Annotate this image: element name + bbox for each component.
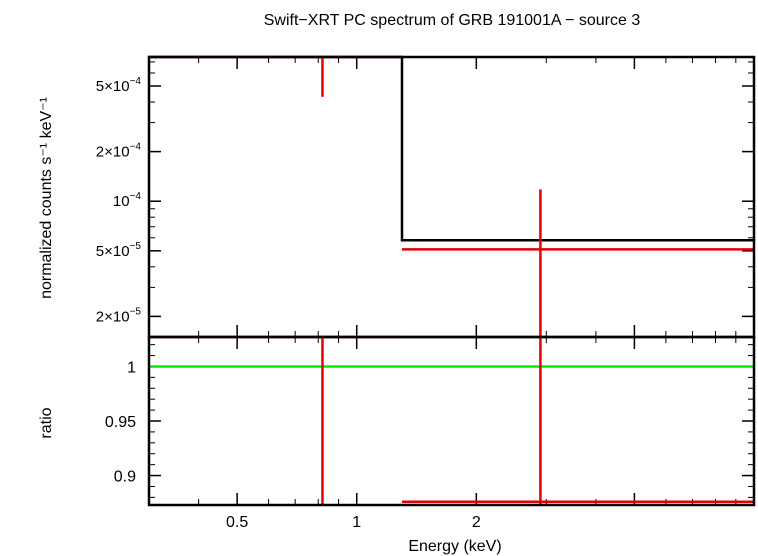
ratio-panel: 1 0.95 0.9 0.5 1 2 xyxy=(105,335,756,531)
x-tick-label: 2 xyxy=(472,514,481,531)
x-tick-label: 1 xyxy=(352,514,361,531)
bottom-y-tick-label: 1 xyxy=(127,359,136,376)
top-y-tick-label: 2×10−5 xyxy=(96,306,142,325)
bottom-plot-frame xyxy=(147,335,756,507)
top-y-tick-label: 5×10−4 xyxy=(96,76,142,95)
bottom-y-tick-label: 0.95 xyxy=(105,414,136,431)
bottom-y-tick-label: 0.9 xyxy=(114,469,136,486)
top-plot-frame xyxy=(147,55,756,339)
bottom-panel-y-axis-label: ratio xyxy=(38,407,55,438)
top-y-tick-label: 2×10−4 xyxy=(96,142,142,161)
chart-title: Swift−XRT PC spectrum of GRB 191001A − s… xyxy=(264,12,641,29)
model-step-line xyxy=(149,55,754,242)
x-tick-label: 0.5 xyxy=(226,514,248,531)
spectrum-panel: 5×10−4 2×10−4 10−4 5×10−5 2×10−5 xyxy=(96,55,756,339)
top-y-tick-label: 5×10−5 xyxy=(96,241,142,260)
top-panel-y-axis-label: normalized counts s⁻¹ keV⁻¹ xyxy=(38,97,55,299)
x-axis-label: Energy (keV) xyxy=(408,538,501,555)
top-y-tick-label: 10−4 xyxy=(113,191,142,210)
